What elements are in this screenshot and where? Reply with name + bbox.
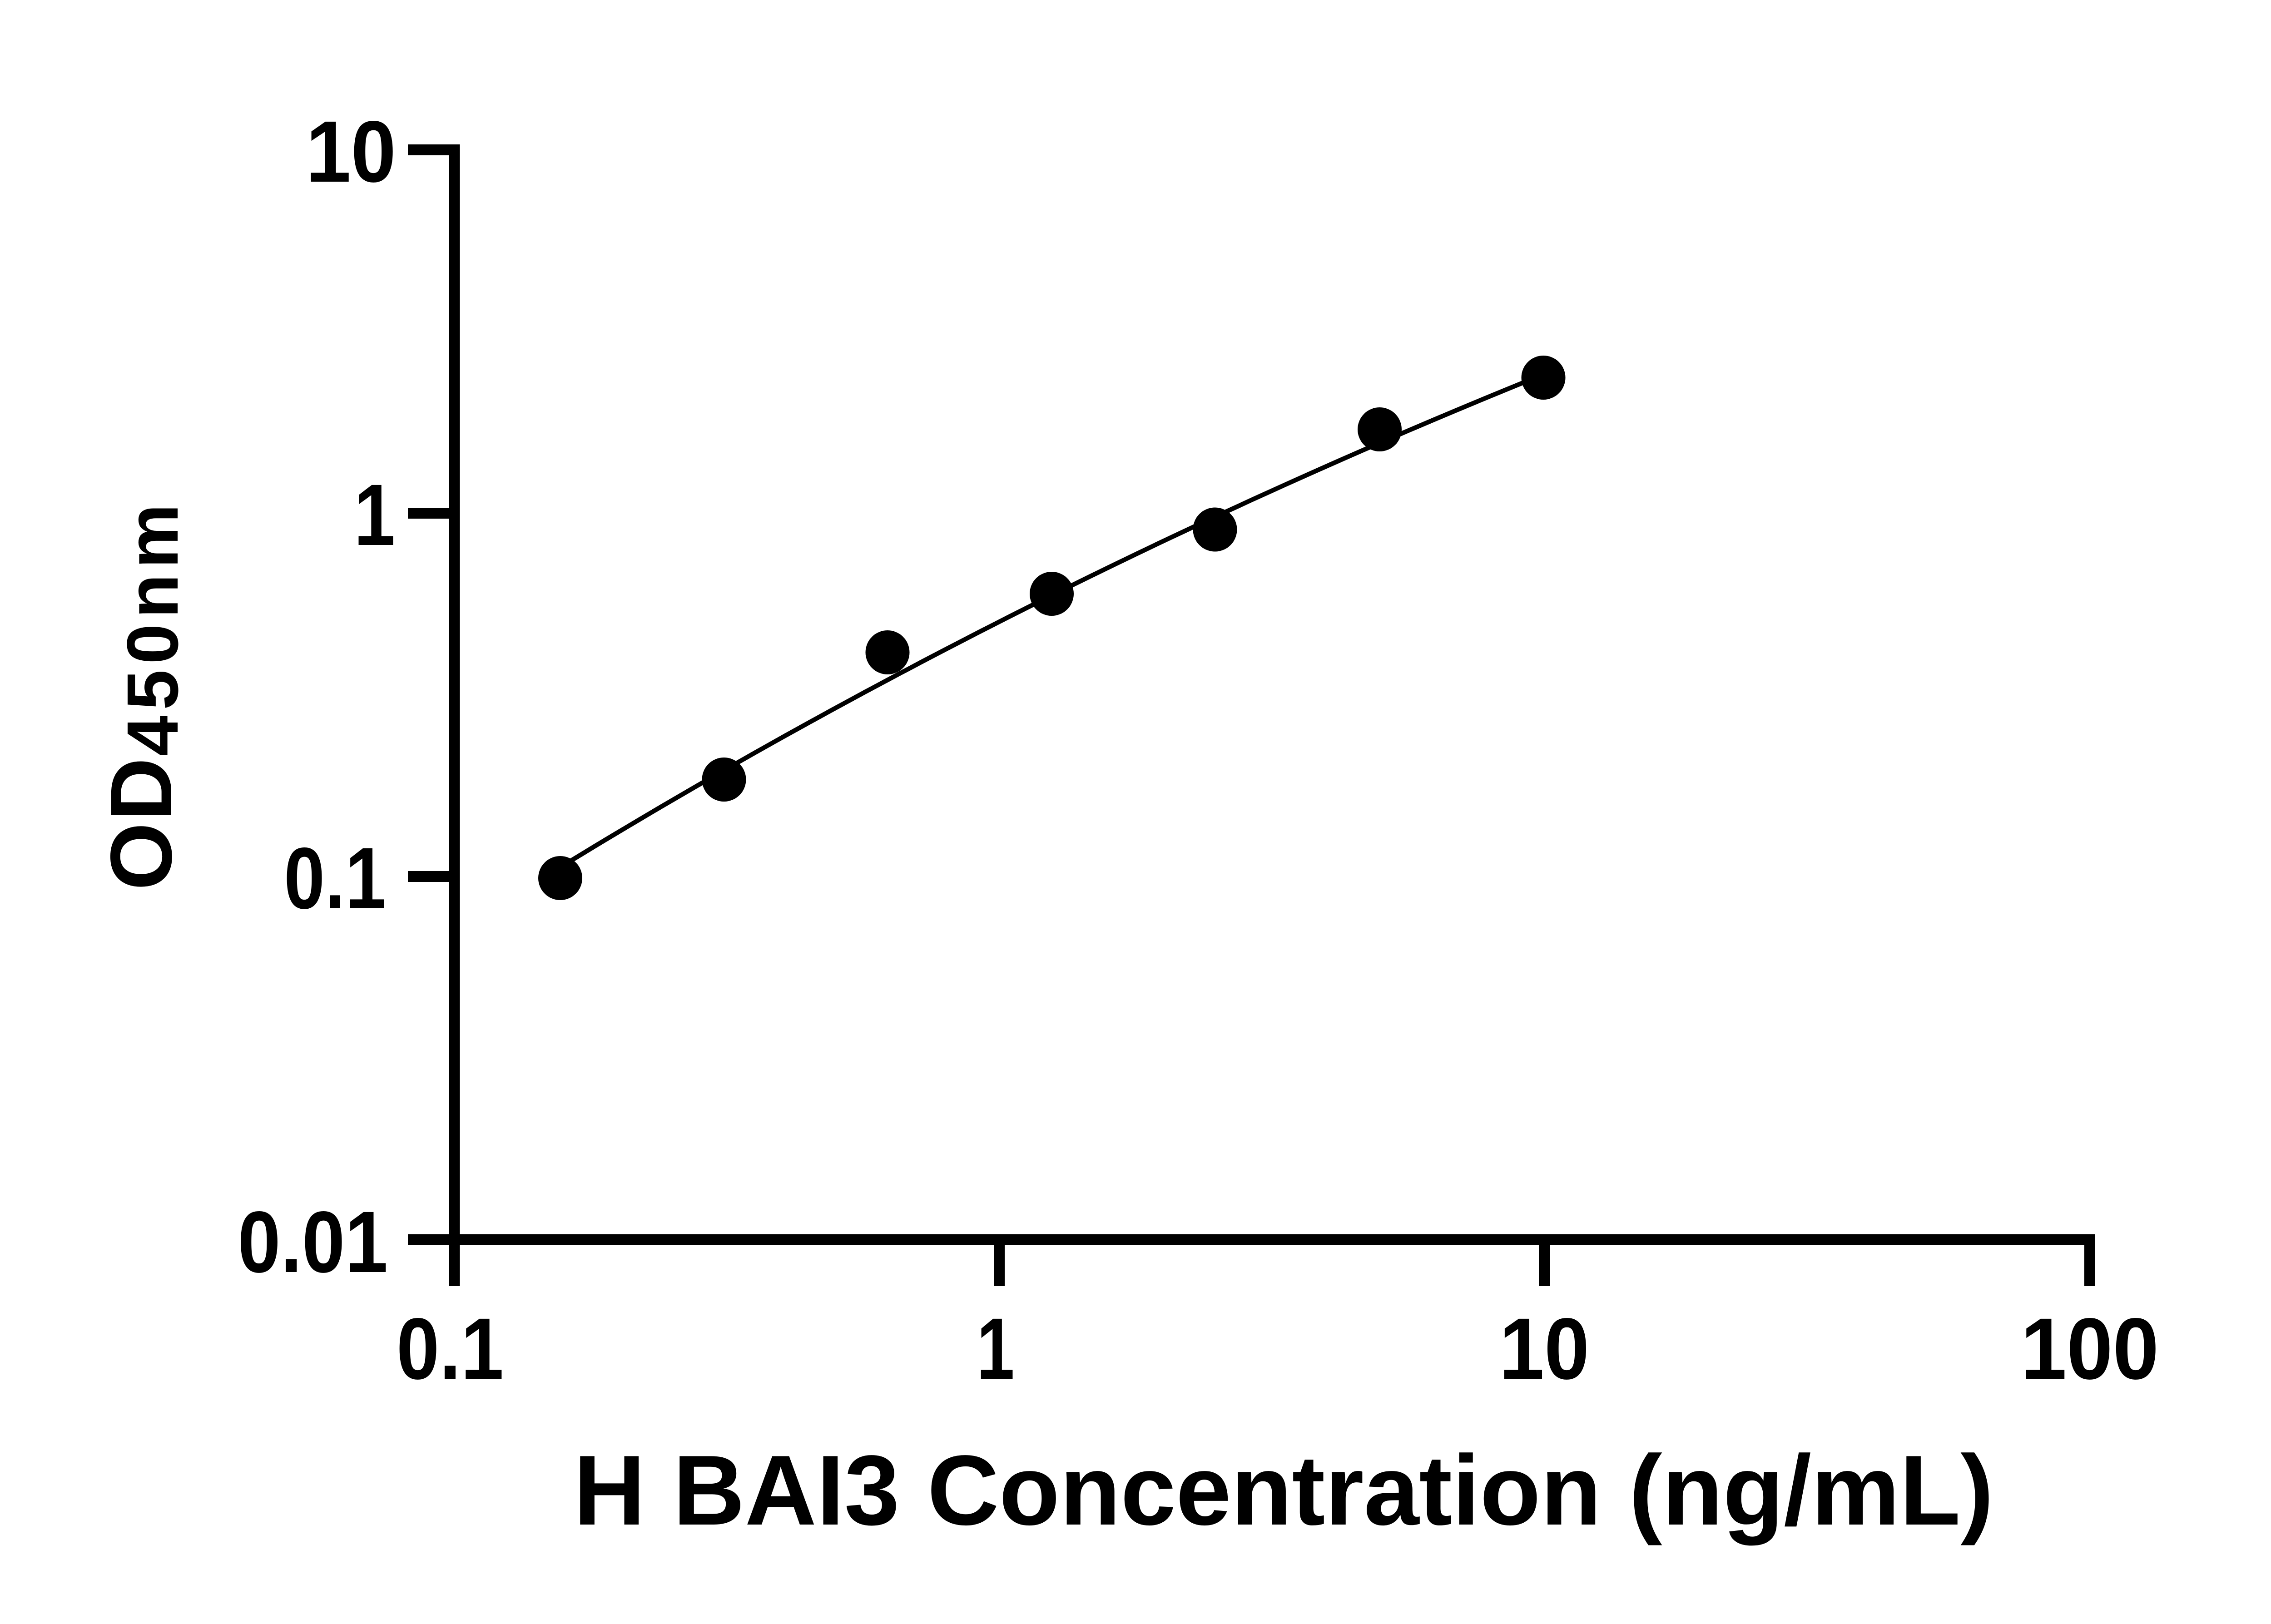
svg-text:OD450nm: OD450nm xyxy=(92,499,193,891)
svg-text:H BAI3 Concentration (ng/mL): H BAI3 Concentration (ng/mL) xyxy=(574,1435,1994,1546)
svg-text:0.1: 0.1 xyxy=(397,1300,504,1397)
svg-text:10: 10 xyxy=(1499,1300,1590,1397)
svg-text:0.01: 0.01 xyxy=(238,1193,388,1291)
svg-text:10: 10 xyxy=(306,103,396,200)
svg-text:0.1: 0.1 xyxy=(284,829,386,927)
svg-text:1: 1 xyxy=(354,466,395,564)
svg-text:100: 100 xyxy=(2021,1300,2159,1397)
svg-text:1: 1 xyxy=(977,1300,1014,1397)
